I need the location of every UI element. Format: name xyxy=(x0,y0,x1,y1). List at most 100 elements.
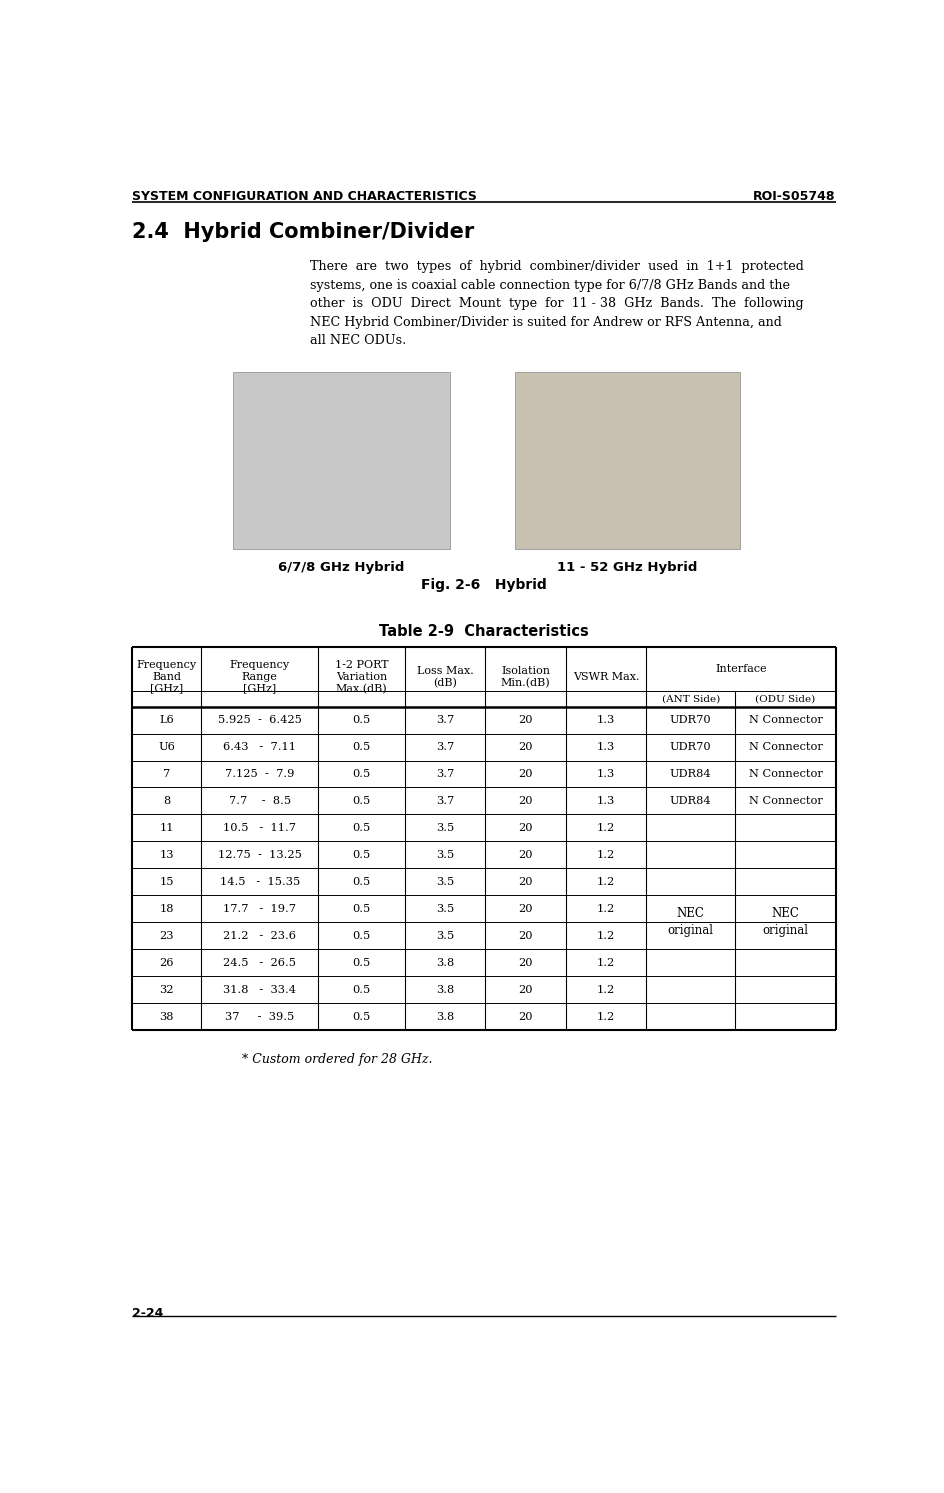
Text: 24.5   -  26.5: 24.5 - 26.5 xyxy=(223,957,296,967)
Text: SYSTEM CONFIGURATION AND CHARACTERISTICS: SYSTEM CONFIGURATION AND CHARACTERISTICS xyxy=(132,190,477,203)
Text: 7.125  -  7.9: 7.125 - 7.9 xyxy=(225,769,295,779)
Text: 7: 7 xyxy=(163,769,170,779)
Text: 11: 11 xyxy=(160,823,174,833)
Text: 1.2: 1.2 xyxy=(597,957,615,967)
Text: 0.5: 0.5 xyxy=(352,715,371,726)
Text: 6.43   -  7.11: 6.43 - 7.11 xyxy=(223,742,296,752)
Text: 20: 20 xyxy=(518,850,532,860)
Text: 11 - 52 GHz Hybrid: 11 - 52 GHz Hybrid xyxy=(557,561,698,575)
Text: UDR70: UDR70 xyxy=(670,715,712,726)
Text: 3.7: 3.7 xyxy=(436,715,454,726)
Text: 0.5: 0.5 xyxy=(352,823,371,833)
Text: 20: 20 xyxy=(518,876,532,887)
Text: NEC
original: NEC original xyxy=(667,908,714,938)
Text: L6: L6 xyxy=(160,715,174,726)
Text: 13: 13 xyxy=(160,850,174,860)
Text: 3.5: 3.5 xyxy=(436,823,454,833)
Bar xyxy=(514,372,739,549)
Text: NEC
original: NEC original xyxy=(763,908,808,938)
Text: 20: 20 xyxy=(518,984,532,994)
Text: U6: U6 xyxy=(158,742,175,752)
Text: 7.7    -  8.5: 7.7 - 8.5 xyxy=(228,796,291,806)
Text: 1.3: 1.3 xyxy=(597,796,615,806)
Text: 23: 23 xyxy=(160,930,174,941)
Text: UDR70: UDR70 xyxy=(670,742,712,752)
Text: 0.5: 0.5 xyxy=(352,930,371,941)
Text: 1.2: 1.2 xyxy=(597,876,615,887)
Text: 3.7: 3.7 xyxy=(436,742,454,752)
Text: 0.5: 0.5 xyxy=(352,769,371,779)
Text: Interface: Interface xyxy=(715,664,767,675)
Text: 1.2: 1.2 xyxy=(597,1012,615,1021)
Text: 17.7   -  19.7: 17.7 - 19.7 xyxy=(223,903,296,914)
Text: Isolation
Min.(dB): Isolation Min.(dB) xyxy=(501,666,550,688)
Text: 21.2   -  23.6: 21.2 - 23.6 xyxy=(223,930,296,941)
Text: Fig. 2-6   Hybrid: Fig. 2-6 Hybrid xyxy=(421,578,547,593)
Text: N Connector: N Connector xyxy=(749,769,822,779)
Text: 3.7: 3.7 xyxy=(436,769,454,779)
Text: VSWR Max.: VSWR Max. xyxy=(573,672,639,682)
Text: 15: 15 xyxy=(160,876,174,887)
Text: N Connector: N Connector xyxy=(749,715,822,726)
Text: 1.3: 1.3 xyxy=(597,769,615,779)
Text: 32: 32 xyxy=(160,984,174,994)
Text: * Custom ordered for 28 GHz.: * Custom ordered for 28 GHz. xyxy=(242,1053,432,1066)
Text: 1-2 PORT
Variation
Max.(dB): 1-2 PORT Variation Max.(dB) xyxy=(335,660,388,694)
Text: 0.5: 0.5 xyxy=(352,742,371,752)
Text: Table 2-9  Characteristics: Table 2-9 Characteristics xyxy=(379,624,589,639)
Text: 1.2: 1.2 xyxy=(597,984,615,994)
Text: 8: 8 xyxy=(163,796,170,806)
Text: 1.2: 1.2 xyxy=(597,903,615,914)
Text: 1.3: 1.3 xyxy=(597,715,615,726)
Text: 1.2: 1.2 xyxy=(597,930,615,941)
Text: 20: 20 xyxy=(518,957,532,967)
Text: N Connector: N Connector xyxy=(749,742,822,752)
Text: UDR84: UDR84 xyxy=(670,796,712,806)
Text: (ANT Side): (ANT Side) xyxy=(662,694,719,703)
Text: 3.8: 3.8 xyxy=(436,1012,454,1021)
Text: 3.8: 3.8 xyxy=(436,984,454,994)
Text: 0.5: 0.5 xyxy=(352,903,371,914)
Text: 20: 20 xyxy=(518,769,532,779)
Text: 18: 18 xyxy=(160,903,174,914)
Text: 0.5: 0.5 xyxy=(352,850,371,860)
Text: 20: 20 xyxy=(518,903,532,914)
Text: 31.8   -  33.4: 31.8 - 33.4 xyxy=(223,984,296,994)
Text: Frequency
Band
[GHz]: Frequency Band [GHz] xyxy=(137,660,196,694)
Text: 0.5: 0.5 xyxy=(352,984,371,994)
Text: Frequency
Range
[GHz]: Frequency Range [GHz] xyxy=(229,660,290,694)
Text: (ODU Side): (ODU Side) xyxy=(755,694,816,703)
Text: 20: 20 xyxy=(518,742,532,752)
Text: 20: 20 xyxy=(518,823,532,833)
Text: 37     -  39.5: 37 - 39.5 xyxy=(225,1012,295,1021)
Bar xyxy=(233,372,449,549)
Text: 3.8: 3.8 xyxy=(436,957,454,967)
Text: 2.4  Hybrid Combiner/Divider: 2.4 Hybrid Combiner/Divider xyxy=(132,221,474,242)
Text: 1.2: 1.2 xyxy=(597,823,615,833)
Text: 0.5: 0.5 xyxy=(352,796,371,806)
Text: 5.925  -  6.425: 5.925 - 6.425 xyxy=(218,715,301,726)
Text: 10.5   -  11.7: 10.5 - 11.7 xyxy=(223,823,296,833)
Text: 6/7/8 GHz Hybrid: 6/7/8 GHz Hybrid xyxy=(278,561,404,575)
Text: Loss Max.
(dB): Loss Max. (dB) xyxy=(417,666,474,688)
Text: 1.3: 1.3 xyxy=(597,742,615,752)
Text: 12.75  -  13.25: 12.75 - 13.25 xyxy=(218,850,301,860)
Text: 3.5: 3.5 xyxy=(436,930,454,941)
Text: 3.5: 3.5 xyxy=(436,903,454,914)
Text: 1.2: 1.2 xyxy=(597,850,615,860)
Text: N Connector: N Connector xyxy=(749,796,822,806)
Text: 20: 20 xyxy=(518,715,532,726)
Text: 0.5: 0.5 xyxy=(352,957,371,967)
Text: 2-24: 2-24 xyxy=(132,1308,163,1320)
Text: 3.7: 3.7 xyxy=(436,796,454,806)
Text: 26: 26 xyxy=(160,957,174,967)
Text: 0.5: 0.5 xyxy=(352,1012,371,1021)
Text: 0.5: 0.5 xyxy=(352,876,371,887)
Text: There  are  two  types  of  hybrid  combiner/divider  used  in  1+1  protected
s: There are two types of hybrid combiner/d… xyxy=(311,260,804,346)
Text: 20: 20 xyxy=(518,1012,532,1021)
Text: UDR84: UDR84 xyxy=(670,769,712,779)
Text: ROI-S05748: ROI-S05748 xyxy=(753,190,835,203)
Text: 3.5: 3.5 xyxy=(436,850,454,860)
Text: 20: 20 xyxy=(518,796,532,806)
Text: 20: 20 xyxy=(518,930,532,941)
